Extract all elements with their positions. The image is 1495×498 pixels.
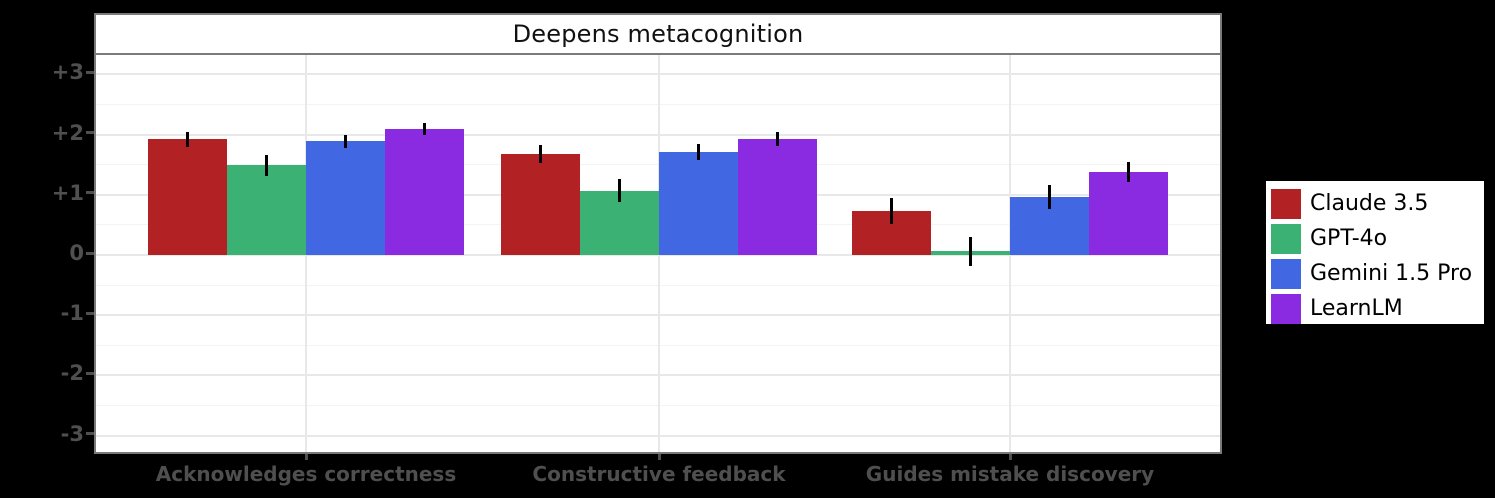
legend-row: LearnLM xyxy=(1271,291,1484,326)
legend-swatch xyxy=(1271,293,1301,324)
y-tick-label: -2 xyxy=(60,361,84,386)
y-tick-mark xyxy=(86,432,94,436)
error-bar xyxy=(1127,162,1130,182)
y-tick-mark xyxy=(86,311,94,315)
legend-swatch xyxy=(1271,223,1301,254)
legend-swatch xyxy=(1271,258,1301,289)
y-tick-label: +3 xyxy=(51,60,84,85)
plot-area xyxy=(96,55,1220,452)
y-tick-mark xyxy=(86,371,94,375)
legend-row: Gemini 1.5 Pro xyxy=(1271,256,1484,291)
bar xyxy=(1089,171,1168,255)
x-tick-label: Acknowledges correctness xyxy=(155,462,457,486)
y-tick-mark xyxy=(86,70,94,74)
y-tick-label: -3 xyxy=(60,421,84,446)
error-bar xyxy=(697,143,700,161)
x-tick-label: Guides mistake discovery xyxy=(865,462,1155,486)
chart-title-band: Deepens metacognition xyxy=(96,15,1220,55)
y-tick-label: -1 xyxy=(60,301,84,326)
y-tick-mark xyxy=(86,191,94,195)
bar xyxy=(306,141,385,255)
x-tick-mark xyxy=(304,454,308,460)
error-bar xyxy=(265,155,268,176)
bar xyxy=(385,128,464,255)
bar xyxy=(738,138,817,255)
y-tick-label: 0 xyxy=(69,241,84,265)
legend-label: LearnLM xyxy=(1310,296,1403,321)
y-tick-label: +2 xyxy=(51,120,84,145)
bar xyxy=(227,165,306,255)
error-bar xyxy=(186,131,189,148)
chart-title: Deepens metacognition xyxy=(512,20,804,48)
bar xyxy=(501,153,580,255)
error-bar xyxy=(1048,184,1051,209)
error-bar xyxy=(344,134,347,148)
error-bar xyxy=(539,144,542,163)
x-tick-mark xyxy=(1008,454,1012,460)
legend-label: Gemini 1.5 Pro xyxy=(1310,261,1473,286)
y-tick-label: +1 xyxy=(51,180,84,205)
error-bar xyxy=(969,236,972,266)
y-tick-mark xyxy=(86,251,94,255)
x-tick-label: Constructive feedback xyxy=(532,462,786,486)
bar xyxy=(659,152,738,255)
legend-row: Claude 3.5 xyxy=(1271,186,1484,221)
error-bar xyxy=(776,131,779,147)
bar xyxy=(148,139,227,255)
x-tick-mark xyxy=(657,454,661,460)
y-tick-mark xyxy=(86,131,94,135)
chart-frame: Deepens metacognition xyxy=(94,13,1222,454)
legend-label: GPT-4o xyxy=(1310,226,1388,251)
legend-swatch xyxy=(1271,188,1301,219)
error-bar xyxy=(890,197,893,225)
legend-row: GPT-4o xyxy=(1271,221,1484,256)
legend: Claude 3.5 GPT-4o Gemini 1.5 Pro LearnLM xyxy=(1266,181,1484,324)
error-bar xyxy=(423,122,426,135)
error-bar xyxy=(618,179,621,203)
legend-label: Claude 3.5 xyxy=(1310,191,1429,216)
